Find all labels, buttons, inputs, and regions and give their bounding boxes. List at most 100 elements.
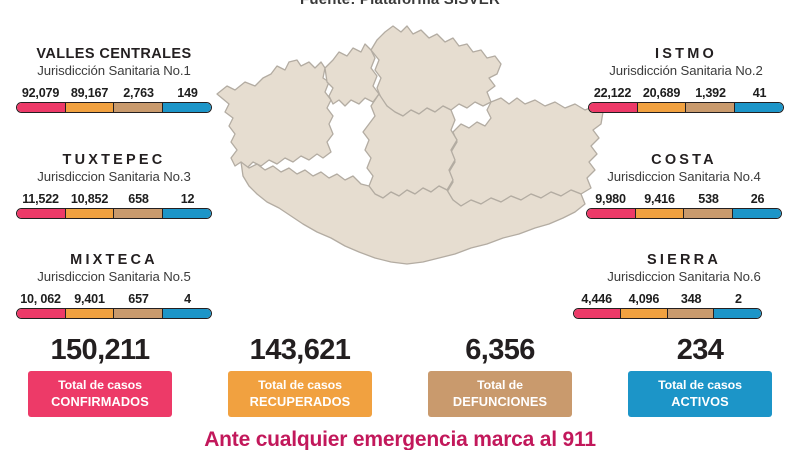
value-recovered: 20,689 — [642, 86, 681, 101]
bar-segment-active — [732, 209, 781, 219]
bar-segment-recovered — [635, 209, 684, 219]
total-label-line1: Total de casos — [658, 378, 742, 393]
jurisdiction-block-costa: COSTA Jurisdiccion Sanitaria No.4 9,980 … — [568, 152, 800, 220]
jurisdiction-values: 92,079 89,167 2,763 149 — [16, 86, 212, 100]
jurisdiction-bar — [16, 308, 212, 320]
jurisdiction-bar — [573, 308, 762, 320]
bar-segment-deaths — [686, 103, 735, 113]
jurisdiction-bar — [588, 102, 784, 114]
value-active: 4 — [184, 292, 191, 307]
total-box-active: Total de casos ACTIVOS — [628, 371, 772, 417]
bar-segment-recovered — [65, 209, 114, 219]
source-note: Fuente: Plataforma SISVER — [0, 0, 800, 8]
bar-segment-active — [162, 103, 211, 113]
jurisdiction-values: 11,522 10,852 658 12 — [16, 192, 212, 206]
totals-row: 150,211 Total de casos CONFIRMADOS 143,6… — [0, 336, 800, 417]
jurisdiction-subtitle: Jurisdicción Sanitaria No.2 — [609, 63, 763, 79]
jurisdiction-bar — [16, 102, 212, 114]
bar-segment-active — [734, 103, 783, 113]
bar-segment-confirmed — [589, 103, 638, 113]
total-number-active: 234 — [676, 334, 724, 366]
bar-segment-deaths — [114, 209, 163, 219]
jurisdiction-name: TUXTEPEC — [62, 152, 166, 168]
jurisdiction-subtitle: Jurisdicción Sanitaria No.1 — [37, 63, 191, 79]
jurisdiction-name: SIERRA — [647, 252, 721, 268]
bar-segment-deaths — [114, 309, 163, 319]
jurisdiction-block-tuxtepec: TUXTEPEC Jurisdiccion Sanitaria No.3 11,… — [0, 152, 230, 220]
jurisdiction-bar — [16, 208, 212, 220]
jurisdiction-name: COSTA — [651, 152, 717, 168]
value-confirmed: 92,079 — [21, 86, 60, 101]
bar-segment-recovered — [620, 309, 668, 319]
total-label-line1: Total de — [477, 378, 523, 393]
bar-segment-confirmed — [587, 209, 636, 219]
bar-segment-recovered — [65, 309, 114, 319]
jurisdiction-name: VALLES CENTRALES — [36, 46, 192, 62]
value-recovered: 9,416 — [644, 192, 675, 207]
total-label-line2: ACTIVOS — [671, 393, 729, 409]
oaxaca-map — [205, 12, 605, 342]
value-recovered: 89,167 — [70, 86, 109, 101]
jurisdiction-subtitle: Jurisdiccion Sanitaria No.3 — [37, 169, 191, 185]
jurisdiction-values: 4,446 4,096 348 2 — [573, 292, 762, 306]
jurisdiction-values: 22,122 20,689 1,392 41 — [588, 86, 784, 100]
total-cell-recovered: 143,621 Total de casos RECUPERADOS — [200, 336, 400, 417]
value-deaths: 538 — [698, 192, 719, 207]
value-recovered: 4,096 — [628, 292, 660, 307]
value-deaths: 1,392 — [695, 86, 726, 101]
total-label-line1: Total de casos — [58, 378, 142, 393]
value-deaths: 2,763 — [123, 86, 154, 101]
bar-segment-deaths — [684, 209, 733, 219]
jurisdiction-values: 9,980 9,416 538 26 — [586, 192, 782, 206]
value-active: 41 — [752, 86, 767, 101]
total-label-line2: DEFUNCIONES — [452, 393, 548, 409]
total-number-deaths: 6,356 — [465, 334, 535, 366]
emergency-banner: Ante cualquier emergencia marca al 911 — [204, 428, 596, 450]
bar-segment-confirmed — [574, 309, 621, 319]
jurisdiction-block-mixteca: MIXTECA Jurisdiccion Sanitaria No.5 10, … — [0, 252, 230, 320]
bar-segment-active — [162, 309, 211, 319]
bar-segment-confirmed — [17, 103, 66, 113]
jurisdiction-subtitle: Jurisdiccion Sanitaria No.5 — [37, 269, 191, 285]
value-active: 149 — [177, 86, 198, 101]
total-cell-deaths: 6,356 Total de DEFUNCIONES — [400, 336, 600, 417]
value-confirmed: 22,122 — [593, 86, 632, 101]
value-confirmed: 4,446 — [581, 292, 612, 307]
bar-segment-deaths — [667, 309, 715, 319]
value-active: 12 — [180, 192, 195, 207]
bar-segment-recovered — [65, 103, 114, 113]
jurisdiction-subtitle: Jurisdiccion Sanitaria No.6 — [607, 269, 761, 285]
value-deaths: 658 — [128, 192, 149, 207]
total-box-deaths: Total de DEFUNCIONES — [428, 371, 572, 417]
bar-segment-deaths — [114, 103, 163, 113]
value-active: 26 — [750, 192, 765, 207]
value-recovered: 10,852 — [70, 192, 109, 207]
value-active: 2 — [734, 292, 742, 307]
total-cell-confirmed: 150,211 Total de casos CONFIRMADOS — [0, 336, 200, 417]
total-label-line1: Total de casos — [258, 378, 342, 393]
total-box-recovered: Total de casos RECUPERADOS — [228, 371, 372, 417]
value-deaths: 348 — [680, 292, 702, 307]
bar-segment-confirmed — [17, 209, 66, 219]
bar-segment-active — [714, 309, 761, 319]
value-recovered: 9,401 — [74, 292, 105, 307]
total-number-recovered: 143,621 — [249, 334, 351, 366]
bar-segment-recovered — [637, 103, 686, 113]
total-number-confirmed: 150,211 — [50, 334, 150, 366]
total-label-line2: RECUPERADOS — [249, 393, 351, 409]
value-confirmed: 9,980 — [595, 192, 626, 207]
total-box-confirmed: Total de casos CONFIRMADOS — [28, 371, 172, 417]
bar-segment-active — [162, 209, 211, 219]
jurisdiction-subtitle: Jurisdiccion Sanitaria No.4 — [607, 169, 761, 185]
value-deaths: 657 — [128, 292, 149, 307]
jurisdiction-bar — [586, 208, 782, 220]
bar-segment-confirmed — [17, 309, 66, 319]
jurisdiction-block-valles-centrales: VALLES CENTRALES Jurisdicción Sanitaria … — [0, 46, 230, 114]
jurisdiction-name: MIXTECA — [70, 252, 158, 268]
jurisdiction-values: 10, 062 9,401 657 4 — [16, 292, 212, 306]
total-label-line2: CONFIRMADOS — [51, 393, 149, 409]
total-cell-active: 234 Total de casos ACTIVOS — [600, 336, 800, 417]
jurisdiction-name: ISTMO — [655, 46, 717, 62]
jurisdiction-block-istmo: ISTMO Jurisdicción Sanitaria No.2 22,122… — [570, 46, 800, 114]
